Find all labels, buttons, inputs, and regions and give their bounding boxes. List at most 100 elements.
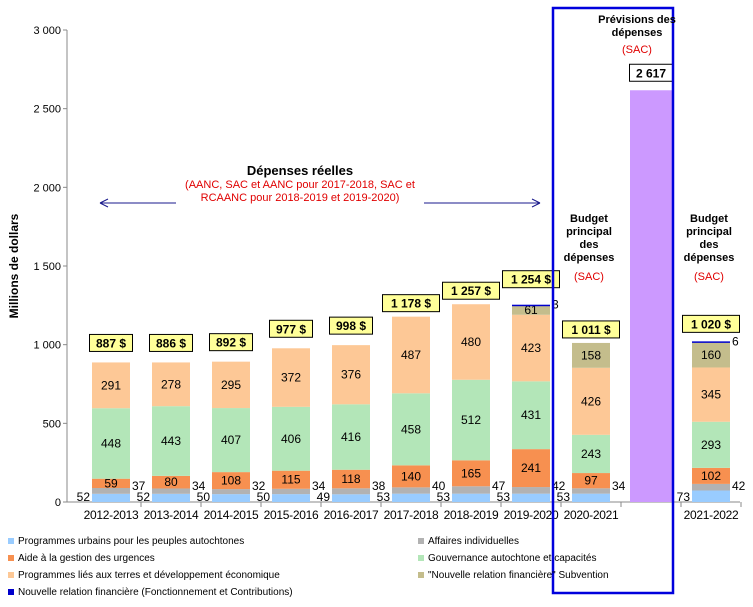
legend-item: Programmes urbains pour les peuples auto…	[8, 536, 244, 547]
y-tick-label: 500	[43, 418, 61, 430]
data-label: 278	[161, 377, 181, 391]
data-label: 115	[281, 473, 300, 487]
bar-segment	[512, 304, 550, 307]
bar-segment	[692, 341, 730, 343]
data-label: 3	[552, 298, 559, 312]
bar-segment	[692, 483, 730, 491]
bar-segment	[512, 314, 550, 382]
x-tick-label: 2021-2022	[684, 508, 739, 522]
bar-segment	[212, 472, 250, 490]
total-label: 1 178 $	[391, 297, 431, 311]
data-label: 406	[281, 432, 301, 446]
total-label: 998 $	[336, 319, 366, 333]
bar-segment	[212, 361, 250, 409]
bar-segment	[92, 487, 130, 494]
x-tick-label: 2018-2019	[444, 508, 499, 522]
bar-segment	[452, 486, 490, 494]
total-box	[442, 281, 500, 300]
x-tick-label: 2012-2013	[84, 508, 139, 522]
bar-segment	[392, 493, 430, 502]
x-tick-label: 2015-2016	[264, 508, 319, 522]
data-label: 50	[197, 490, 211, 504]
legend-label: Aide à la gestion des urgences	[18, 553, 155, 564]
bar-segment	[152, 475, 190, 489]
x-tick-label: 2020-2021	[564, 508, 619, 522]
forecast-annotation: Prévisions des dépenses (SAC)	[592, 14, 682, 57]
x-tick-label: 2017-2018	[384, 508, 439, 522]
data-label: 52	[77, 490, 91, 504]
bar-segment	[512, 487, 550, 494]
data-label: 52	[137, 490, 151, 504]
data-label: 487	[401, 348, 421, 362]
total-label: 1 020 $	[691, 317, 731, 331]
main-estimates-subtitle-2021: (SAC)	[694, 271, 724, 283]
actual-spending-annotation: Dépenses réelles (AANC, SAC et AANC pour…	[180, 163, 420, 205]
bar-segment	[212, 494, 250, 502]
bar-segment	[572, 342, 610, 368]
data-label: 241	[521, 461, 541, 475]
bar-segment	[572, 367, 610, 435]
forecast-title: Prévisions des dépenses	[598, 14, 676, 39]
legend-swatch	[8, 538, 14, 545]
total-label: 886 $	[156, 336, 186, 350]
data-label: 34	[312, 479, 326, 493]
bar-segment	[92, 493, 130, 502]
total-box	[382, 294, 440, 313]
bar-segment	[392, 465, 430, 488]
forecast-subtitle: (SAC)	[622, 44, 652, 56]
total-label: 1 011 $	[571, 323, 611, 337]
legend-label: Nouvelle relation financière (Fonctionne…	[18, 587, 293, 598]
data-label: 458	[401, 422, 421, 436]
bar-segment	[272, 494, 310, 502]
bar-segment	[392, 316, 430, 394]
total-label: 892 $	[216, 336, 246, 350]
data-label: 512	[461, 413, 481, 427]
bar-segment	[572, 473, 610, 489]
total-label: 887 $	[96, 336, 126, 350]
legend-item: Affaires individuelles	[418, 536, 519, 547]
main-estimates-annotation-2021: Budget principal des dépenses (SAC)	[676, 213, 742, 284]
legend-swatch	[418, 572, 424, 579]
legend-label: Programmes urbains pour les peuples auto…	[18, 536, 245, 547]
data-label: 73	[677, 490, 691, 504]
data-label: 407	[221, 433, 241, 447]
y-axis-label: Millions de dollars	[7, 213, 21, 318]
data-label: 345	[701, 388, 721, 402]
legend-swatch	[8, 589, 14, 596]
bar-segment	[452, 460, 490, 487]
legend-item: Programmes liés aux terres et développem…	[8, 570, 280, 581]
y-tick-label: 2 500	[33, 104, 61, 116]
data-label: 376	[341, 368, 361, 382]
forecast-highlight-box	[551, 6, 675, 595]
data-label: 372	[281, 371, 301, 385]
bar-segment	[92, 362, 130, 409]
total-box	[502, 270, 560, 289]
legend-item: Nouvelle relation financière (Fonctionne…	[8, 587, 293, 598]
bar-segment	[392, 487, 430, 494]
data-label: 34	[612, 479, 626, 493]
y-tick-label: 0	[55, 497, 61, 509]
legend-label: Affaires individuelles	[428, 536, 519, 547]
data-label: 423	[521, 341, 541, 355]
total-label: 1 254 $	[511, 273, 551, 287]
legend-swatch	[418, 555, 424, 562]
data-label: 53	[437, 490, 451, 504]
data-label: 97	[584, 474, 598, 488]
data-label: 53	[497, 490, 511, 504]
bar-segment	[692, 421, 730, 468]
bar-segment	[212, 489, 250, 495]
bar-segment	[512, 493, 550, 502]
data-label: 47	[492, 479, 506, 493]
bar-segment	[332, 488, 370, 495]
total-box	[269, 319, 313, 338]
legend-swatch	[8, 555, 14, 562]
bar-segment	[512, 305, 550, 315]
data-label: 431	[521, 408, 541, 422]
data-label: 53	[557, 490, 571, 504]
y-tick-label: 2 000	[33, 182, 61, 194]
bar-segment	[630, 90, 672, 502]
legend-swatch	[8, 572, 14, 579]
bar-segment	[452, 304, 490, 380]
legend-swatch	[418, 538, 424, 545]
